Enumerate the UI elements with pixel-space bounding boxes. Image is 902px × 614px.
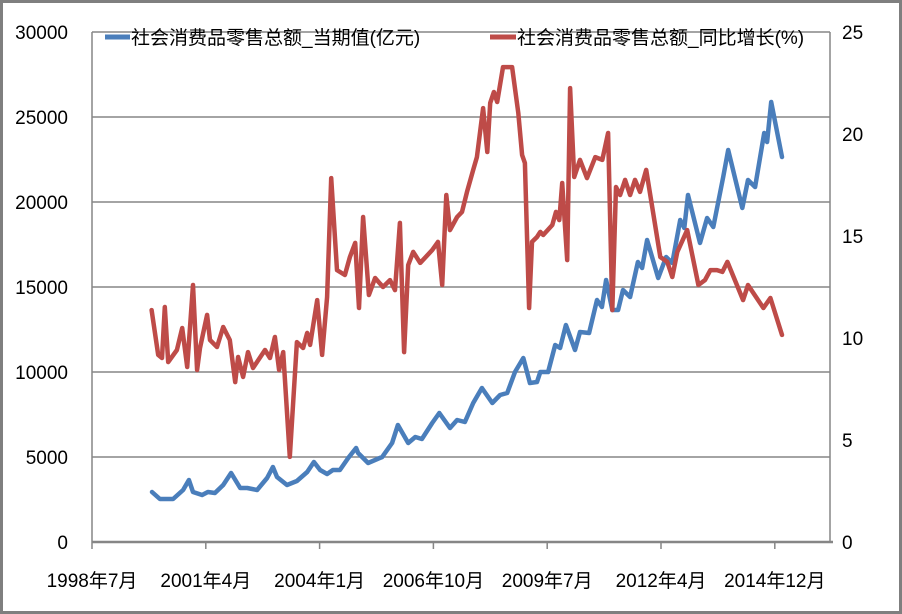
y-left-tick-label: 10000 <box>15 363 68 384</box>
x-tick-label: 2006年10月 <box>383 570 484 592</box>
y-right-tick-label: 10 <box>842 329 863 350</box>
x-tick-label: 2012年4月 <box>616 570 707 592</box>
x-tick-label: 2014年12月 <box>724 570 825 592</box>
legend-label-retail: 社会消费品零售总额_当期值(亿元) <box>131 27 420 49</box>
axes <box>91 32 833 549</box>
gridlines <box>92 31 830 458</box>
y-left-tick-label: 20000 <box>15 193 68 214</box>
y-right-tick-label: 5 <box>842 431 853 452</box>
y-left-tick-label: 0 <box>57 533 68 554</box>
y-right-tick-label: 0 <box>842 533 853 554</box>
x-tick-label: 1998年7月 <box>47 570 138 592</box>
legend-label-growth: 社会消费品零售总额_同比增长(%) <box>517 27 804 49</box>
legend: 社会消费品零售总额_当期值(亿元) 社会消费品零售总额_同比增长(%) <box>105 27 804 49</box>
tick-labels: 0 5000 10000 15000 20000 25000 30000 0 5 10 15 20 25… <box>15 23 863 592</box>
retail-sales-line <box>149 99 785 502</box>
x-tick-label: 2001年4月 <box>160 570 251 592</box>
x-tick-label: 2004年1月 <box>274 570 365 592</box>
y-right-tick-label: 15 <box>842 227 863 248</box>
y-left-tick-label: 30000 <box>15 23 68 44</box>
y-left-tick-label: 25000 <box>15 108 68 129</box>
y-right-tick-label: 20 <box>842 125 863 146</box>
y-left-tick-label: 5000 <box>26 448 68 469</box>
y-left-tick-label: 15000 <box>15 278 68 299</box>
y-right-tick-label: 25 <box>842 23 863 44</box>
series-lines <box>149 64 785 502</box>
growth-rate-line <box>149 64 785 460</box>
x-tick-label: 2009年7月 <box>502 570 593 592</box>
